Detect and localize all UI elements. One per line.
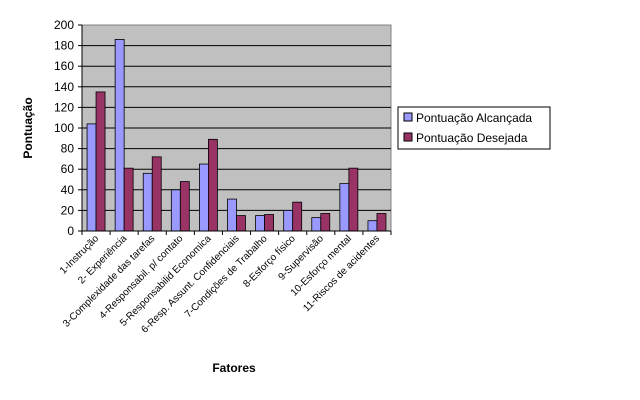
y-tick-label: 60: [61, 162, 75, 176]
bars: [86, 39, 387, 232]
y-axis-title: Pontuação: [21, 97, 35, 158]
bar-alcancada: [86, 123, 97, 232]
y-tick-label: 180: [54, 39, 74, 53]
bar-desejada: [320, 213, 331, 232]
legend: Pontuação Alcançada Pontuação Desejada: [397, 106, 551, 150]
bar-alcancada: [227, 198, 237, 232]
legend-swatch-desejada: [403, 132, 413, 142]
legend-label-alcancada: Pontuação Alcançada: [416, 111, 532, 125]
bar-desejada: [123, 167, 134, 232]
bar-alcancada: [142, 172, 153, 232]
y-tick-label: 0: [67, 224, 74, 238]
bar-desejada: [95, 91, 106, 232]
legend-box: [397, 106, 551, 150]
bar-alcancada: [199, 163, 209, 232]
bar-desejada: [236, 215, 246, 232]
bar-alcancada: [114, 39, 125, 232]
bar-desejada: [179, 181, 190, 232]
y-tick-label: 40: [61, 183, 75, 197]
legend-swatch-alcancada: [403, 112, 413, 122]
bar-alcancada: [311, 217, 322, 232]
bar-desejada: [376, 213, 387, 232]
bar-alcancada: [367, 220, 378, 232]
x-axis-title: Fatores: [212, 361, 256, 375]
bar-alcancada: [170, 189, 181, 232]
bar-desejada: [264, 214, 274, 232]
y-tick-label: 20: [61, 203, 75, 217]
bar-desejada: [348, 167, 359, 232]
bar-desejada: [208, 138, 218, 232]
bar-desejada: [292, 201, 303, 232]
bar-alcancada: [339, 183, 350, 232]
bar-alcancada: [283, 209, 294, 232]
bar-desejada: [151, 156, 162, 232]
y-tick-label: 100: [54, 121, 74, 135]
y-axis-ticks: 0 20 40 60 80 100 120 140 160 180 200: [54, 18, 82, 238]
y-tick-label: 120: [54, 100, 74, 114]
legend-label-desejada: Pontuação Desejada: [416, 131, 528, 145]
y-tick-label: 200: [54, 18, 74, 32]
y-tick-label: 80: [61, 142, 75, 156]
x-tick-label: 2- Experiência: [76, 233, 129, 286]
bar-alcancada: [255, 215, 265, 232]
y-tick-label: 160: [54, 59, 74, 73]
y-tick-label: 140: [54, 80, 74, 94]
